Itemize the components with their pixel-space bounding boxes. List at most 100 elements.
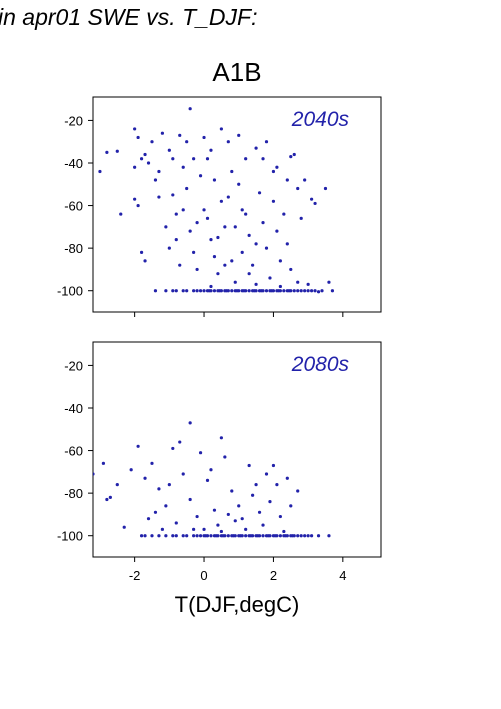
data-point [299, 289, 303, 293]
data-point [167, 246, 171, 250]
data-point [139, 534, 144, 538]
data-point [157, 169, 161, 174]
data-point [192, 289, 196, 293]
panel-1: -20 -40 -60 -80 -100 2040s [57, 96, 382, 317]
data-point [171, 193, 175, 197]
data-point [327, 534, 331, 538]
data-point [146, 161, 151, 165]
data-point [289, 504, 293, 508]
data-point [136, 444, 140, 448]
data-point [296, 534, 300, 538]
data-point [139, 157, 144, 161]
data-point [164, 534, 168, 538]
data-point [240, 517, 244, 521]
data-point [198, 174, 203, 178]
data-point [275, 229, 279, 233]
data-point [242, 289, 246, 293]
data-point [167, 483, 171, 487]
data-point [226, 512, 230, 517]
data-point [306, 289, 310, 293]
data-point [226, 534, 230, 538]
data-point [150, 534, 154, 538]
data-point [259, 289, 263, 293]
data-point [313, 201, 317, 206]
data-point [247, 463, 251, 468]
data-point [247, 233, 251, 237]
y-tick-label: -80 [64, 486, 83, 501]
data-point [185, 140, 189, 144]
data-point [185, 534, 189, 538]
data-point [171, 446, 175, 451]
data-point [221, 534, 225, 538]
data-point [133, 127, 137, 131]
data-point [181, 534, 185, 538]
data-point [273, 534, 277, 538]
data-point [204, 534, 208, 538]
data-point [233, 225, 237, 229]
y-tick-label: -100 [57, 284, 83, 299]
data-point [299, 534, 303, 538]
data-point [150, 140, 154, 144]
period-label: 2080s [291, 353, 350, 376]
x-tick-label: 2 [270, 568, 277, 583]
data-point [136, 203, 140, 208]
data-point [129, 468, 133, 472]
data-point [264, 246, 269, 250]
data-point [214, 534, 218, 538]
data-point [230, 259, 234, 263]
data-point [192, 250, 196, 254]
data-point [277, 289, 281, 293]
data-point [219, 199, 223, 203]
data-point [174, 289, 178, 293]
data-point [185, 186, 189, 191]
data-point [264, 289, 269, 293]
data-point [108, 495, 112, 499]
data-point [181, 165, 185, 169]
data-point [205, 157, 210, 161]
data-point [323, 186, 328, 191]
data-point [270, 289, 274, 293]
data-point [310, 289, 314, 293]
data-point [249, 534, 253, 538]
data-point [271, 463, 276, 468]
data-point [290, 534, 295, 538]
data-point [237, 504, 241, 508]
data-point [292, 152, 296, 157]
data-point [216, 523, 220, 527]
data-point [153, 510, 158, 514]
data-point [146, 517, 151, 521]
data-point [237, 182, 241, 186]
data-point [181, 289, 185, 293]
data-point [136, 135, 140, 140]
data-point [153, 289, 158, 293]
data-point [240, 208, 244, 212]
data-point [143, 534, 147, 538]
data-point [283, 534, 288, 538]
data-point [306, 534, 310, 538]
data-point [285, 178, 289, 182]
data-point [143, 476, 147, 480]
data-point [174, 521, 178, 525]
data-point [254, 483, 258, 487]
data-point [282, 529, 286, 534]
data-point [209, 284, 213, 289]
data-point [171, 534, 175, 538]
data-point [195, 289, 199, 293]
data-point [219, 436, 223, 440]
data-point [188, 229, 192, 233]
data-point [251, 263, 255, 267]
x-tick-label: 0 [200, 568, 207, 583]
data-point [202, 527, 206, 531]
data-point [157, 195, 161, 199]
data-point [238, 534, 243, 538]
data-point [115, 483, 119, 487]
data-point [174, 238, 178, 242]
data-point [287, 289, 291, 293]
data-point [195, 267, 199, 272]
data-point [153, 178, 158, 182]
data-point [254, 146, 258, 150]
data-point [167, 148, 171, 152]
data-point [164, 225, 168, 229]
